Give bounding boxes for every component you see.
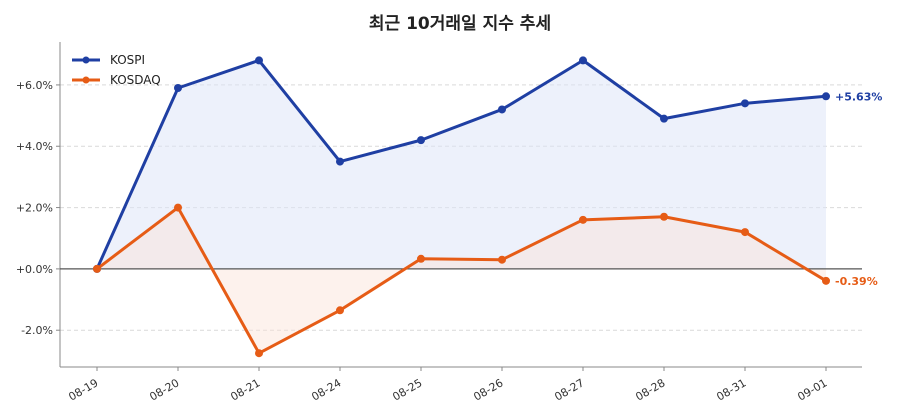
data-point bbox=[417, 254, 425, 263]
series-line-kosdaq bbox=[96, 206, 827, 355]
x-tick-labels: 08-19 08-20 08-21 08-24 08-25 08-26 08-27 08-28… bbox=[66, 367, 830, 404]
area-fills bbox=[97, 60, 826, 354]
x-tick-label: 08-19 bbox=[66, 376, 100, 403]
x-tick-label: 08-27 bbox=[552, 376, 586, 403]
x-tick-label: 08-20 bbox=[147, 376, 181, 403]
x-tick-label: 08-31 bbox=[714, 376, 748, 403]
end-label-kosdaq: -0.39% bbox=[835, 275, 878, 288]
data-point bbox=[417, 136, 425, 145]
legend-kosdaq-label: KOSDAQ bbox=[110, 73, 161, 87]
y-tick-label: +0.0% bbox=[16, 263, 53, 276]
end-labels: +5.63% -0.39% bbox=[835, 90, 882, 288]
y-tick-label: -2.0% bbox=[21, 324, 53, 337]
legend-kospi-marker bbox=[82, 56, 90, 64]
x-tick-label: 08-25 bbox=[390, 376, 424, 403]
data-point bbox=[336, 157, 344, 166]
data-point bbox=[255, 349, 263, 358]
axes bbox=[59, 42, 862, 368]
data-point bbox=[579, 215, 587, 224]
data-point bbox=[255, 56, 263, 65]
data-point bbox=[741, 99, 749, 108]
end-label-kospi: +5.63% bbox=[835, 90, 882, 103]
data-point bbox=[822, 92, 830, 101]
x-tick-label: 08-26 bbox=[471, 376, 505, 403]
data-point bbox=[741, 228, 749, 237]
data-point bbox=[93, 264, 101, 273]
data-point bbox=[660, 212, 668, 221]
x-tick-label: 09-01 bbox=[795, 376, 829, 403]
x-tick-label: 08-21 bbox=[228, 376, 262, 403]
y-tick-labels: -2.0% +0.0% +2.0% +4.0% +6.0% bbox=[16, 79, 60, 337]
x-tick-label: 08-24 bbox=[309, 376, 343, 403]
series-lines bbox=[95, 58, 827, 355]
data-point bbox=[822, 276, 830, 285]
data-point bbox=[336, 306, 344, 315]
x-tick-label: 08-28 bbox=[633, 376, 667, 403]
legend: KOSPI KOSDAQ bbox=[72, 53, 161, 87]
series-line-kospi bbox=[95, 58, 827, 270]
data-point bbox=[579, 56, 587, 65]
y-tick-label: +2.0% bbox=[16, 202, 53, 215]
data-point bbox=[174, 83, 182, 92]
legend-kosdaq-marker bbox=[82, 76, 90, 84]
y-tick-label: +4.0% bbox=[16, 140, 53, 153]
chart-title: 최근 10거래일 지수 추세 bbox=[369, 14, 551, 34]
area-fill-kosdaq bbox=[97, 207, 826, 354]
legend-kospi-label: KOSPI bbox=[110, 53, 145, 67]
series-points bbox=[93, 56, 830, 358]
data-point bbox=[660, 114, 668, 123]
data-point bbox=[498, 105, 506, 114]
data-point bbox=[174, 203, 182, 212]
data-point bbox=[498, 255, 506, 264]
y-tick-label: +6.0% bbox=[16, 79, 53, 92]
